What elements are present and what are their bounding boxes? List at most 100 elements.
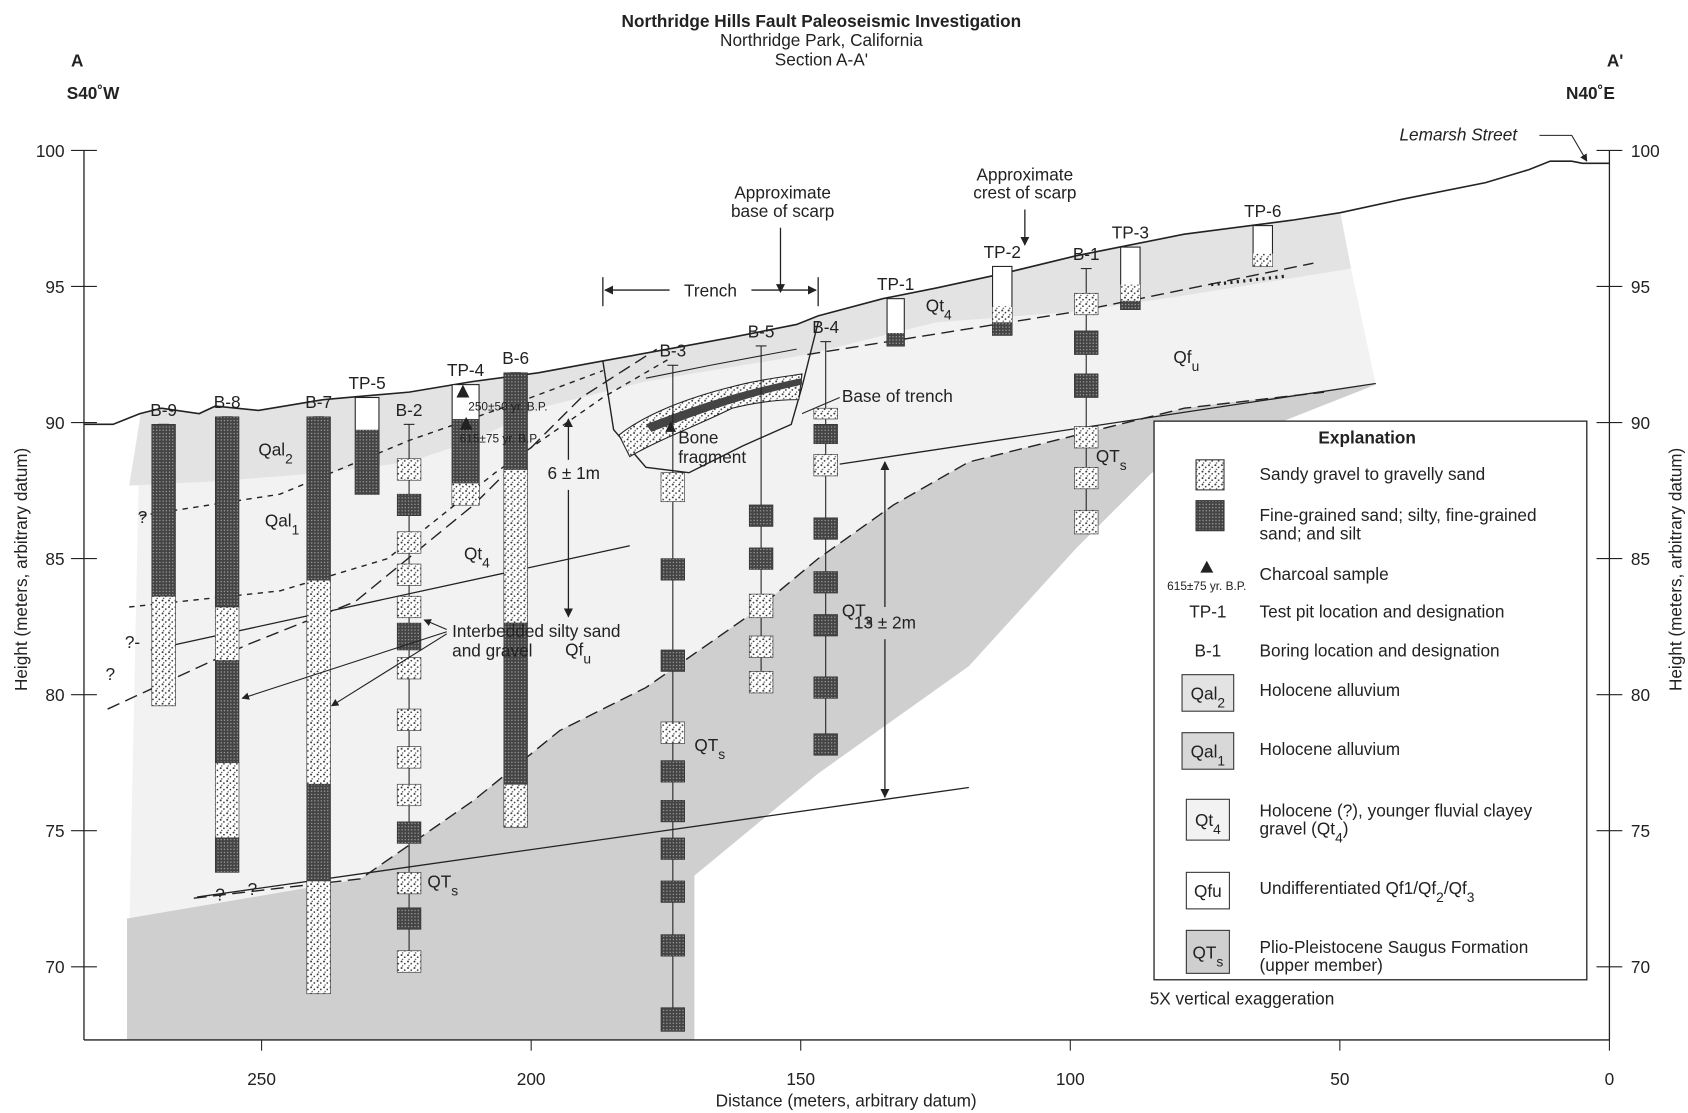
legend-label: sand; and silt [1260, 523, 1362, 543]
boring-interval [397, 657, 421, 678]
text-run: Sandy gravel to gravelly sand [1260, 464, 1486, 484]
pit-fill [993, 306, 1012, 322]
test-pit-label: TP-1 [877, 274, 914, 294]
pit-fill [452, 483, 479, 504]
query-mark: ? [215, 884, 225, 904]
text-run: Qf [565, 639, 583, 659]
boring-interval [661, 935, 685, 956]
text-run: Holocene alluvium [1260, 739, 1401, 759]
legend-sample: 615±75 yr. B.P. [1167, 579, 1246, 593]
subtitle: Northridge Park, California [720, 30, 923, 50]
end-label: A' [1607, 51, 1624, 71]
x-tick-label: 0 [1605, 1069, 1615, 1089]
subscript: u [583, 651, 591, 666]
page: { "header": {"title": "Northridge Hills … [0, 0, 1688, 1113]
boring-label: B-9 [150, 400, 177, 420]
legend-title: Explanation [1318, 428, 1416, 448]
x-axis-label: Distance (meters, arbitrary datum) [716, 1091, 977, 1111]
legend-symbol: B-1 [1194, 640, 1221, 660]
text-run: sand; and silt [1260, 523, 1362, 543]
pit-fill [887, 333, 904, 346]
subscript: 4 [1213, 822, 1221, 837]
y-tick-label: 70 [1631, 957, 1650, 977]
y-tick-label: 95 [45, 277, 64, 297]
boring-interval [152, 596, 176, 706]
bearing: N40˚E [1566, 83, 1615, 103]
legend-symbol: TP-1 [1189, 602, 1226, 622]
pit-fill [1121, 301, 1140, 310]
subscript: 4 [482, 555, 490, 570]
boring-label: B-2 [396, 400, 423, 420]
boring-label: B-6 [502, 348, 529, 368]
boring-interval [814, 518, 838, 539]
boring-interval [215, 763, 239, 838]
legend-swatch [1196, 501, 1224, 531]
label: Base of trench [842, 386, 953, 406]
text-run: B-1 [1194, 640, 1221, 660]
boring-interval [397, 459, 421, 480]
text-run: /Qf [1444, 878, 1467, 898]
y-axis-label: Height (meters, arbitrary datum) [1666, 448, 1686, 691]
text-run: (upper member) [1260, 955, 1383, 975]
boring-interval [215, 607, 239, 661]
test-pit-label: TP-6 [1244, 201, 1281, 221]
subscript: s [451, 883, 458, 898]
boring-label: B-3 [659, 341, 686, 361]
boring-interval [397, 709, 421, 730]
label: 13 ± 2m [854, 612, 916, 632]
legend-label: Holocene (?), younger fluvial clayey [1260, 801, 1533, 821]
x-tick-label: 250 [247, 1069, 276, 1089]
boring-interval [397, 822, 421, 843]
label: Interbedded silty sand [452, 621, 620, 641]
x-tick-label: 150 [786, 1069, 815, 1089]
pit-fill [1253, 254, 1272, 267]
street-label: Lemarsh Street [1399, 125, 1518, 145]
boring-interval [814, 734, 838, 755]
test-pit-label: TP-2 [984, 242, 1021, 262]
y-tick-label: 85 [1631, 549, 1650, 569]
y-tick-label: 100 [1631, 141, 1660, 161]
title: Northridge Hills Fault Paleoseismic Inve… [622, 11, 1022, 31]
boring-label: B-4 [812, 317, 839, 337]
boring-interval [814, 424, 838, 443]
x-tick-label: 50 [1330, 1069, 1349, 1089]
boring-interval [1074, 427, 1098, 448]
legend-symbol: Qfu [1194, 881, 1222, 901]
legend-label: Holocene alluvium [1260, 680, 1401, 700]
text-run: QT [1192, 942, 1216, 962]
y-tick-label: 90 [45, 413, 64, 433]
text-run: Qal [1191, 683, 1218, 703]
legend-label: Sandy gravel to gravelly sand [1260, 464, 1486, 484]
boring-interval [749, 636, 773, 657]
date-label: 615±75 yr. B.P. [460, 432, 539, 446]
boring-interval [661, 800, 685, 821]
pit-fill [1121, 285, 1140, 301]
legend-label: Boring location and designation [1260, 640, 1500, 660]
boring-interval [397, 564, 421, 585]
text-run: Plio-Pleistocene Saugus Formation [1260, 937, 1529, 957]
text-run: Holocene (?), younger fluvial clayey [1260, 801, 1533, 821]
boring-interval [215, 661, 239, 763]
text-run: Qt [1195, 810, 1213, 830]
boring-interval [307, 417, 331, 580]
boring-interval [504, 373, 528, 470]
boring-interval [1074, 331, 1098, 355]
boring-interval [814, 677, 838, 698]
legend-label: Fine-grained sand; silty, fine-grained [1260, 505, 1537, 525]
boring-interval [397, 747, 421, 768]
exaggeration-note: 5X vertical exaggeration [1150, 989, 1335, 1009]
bearing: S40˚W [67, 83, 120, 103]
boring-interval [814, 408, 838, 419]
text-run: ) [1343, 819, 1349, 839]
label: Trench [684, 281, 737, 301]
text-run: Undifferentiated Qf1/Qf [1260, 878, 1437, 898]
boring-interval [397, 623, 421, 650]
boring-interval [661, 650, 685, 671]
label: Approximate [734, 183, 831, 203]
subscript: 4 [944, 307, 952, 322]
boring-interval [661, 1008, 685, 1032]
label: crest of scarp [973, 183, 1076, 203]
boring-interval [1074, 510, 1098, 534]
text-run: Boring location and designation [1260, 640, 1500, 660]
boring-interval [814, 454, 838, 475]
